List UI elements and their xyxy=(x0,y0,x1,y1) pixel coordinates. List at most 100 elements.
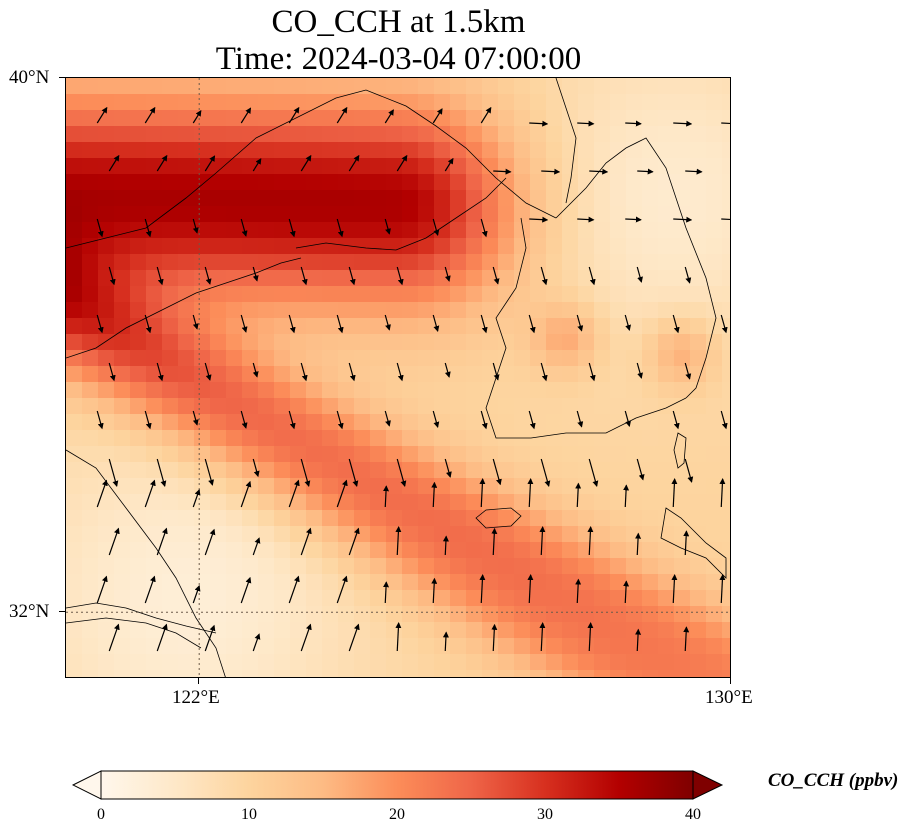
field-cell xyxy=(402,430,419,447)
field-cell xyxy=(386,574,403,591)
field-cell xyxy=(258,558,275,575)
field-cell xyxy=(370,670,387,677)
field-cell xyxy=(66,366,83,383)
field-cell xyxy=(594,446,611,463)
field-cell xyxy=(466,126,483,143)
field-cell xyxy=(370,494,387,511)
field-cell xyxy=(610,670,627,677)
field-cell xyxy=(706,238,723,255)
field-cell xyxy=(66,430,83,447)
field-cell xyxy=(514,190,531,207)
field-cell xyxy=(322,510,339,527)
field-cell xyxy=(274,222,291,239)
field-cell xyxy=(386,526,403,543)
field-cell xyxy=(386,542,403,559)
field-cell xyxy=(274,142,291,159)
field-cell xyxy=(178,318,195,335)
field-cell xyxy=(98,478,115,495)
field-cell xyxy=(226,174,243,191)
field-cell xyxy=(706,94,723,111)
wind-arrow xyxy=(636,458,645,481)
field-cell xyxy=(194,222,211,239)
field-cell xyxy=(466,78,483,95)
field-cell xyxy=(114,606,131,623)
field-cell xyxy=(274,190,291,207)
field-cell xyxy=(594,382,611,399)
field-cell xyxy=(578,382,595,399)
wind-arrow xyxy=(252,362,259,378)
field-cell xyxy=(306,110,323,127)
field-cell xyxy=(722,526,730,543)
field-cell xyxy=(722,350,730,367)
field-cell xyxy=(178,654,195,671)
wind-arrow xyxy=(204,362,212,381)
field-cell xyxy=(434,94,451,111)
field-cell xyxy=(642,526,659,543)
lat-tick-label-32: 32°N xyxy=(9,601,50,622)
field-cell xyxy=(658,622,675,639)
field-cell xyxy=(306,494,323,511)
field-cell xyxy=(562,462,579,479)
colorbar-tick-label: 10 xyxy=(241,806,257,823)
field-cell xyxy=(514,206,531,223)
field-cell xyxy=(578,622,595,639)
field-cell xyxy=(642,510,659,527)
field-cell xyxy=(178,670,195,677)
field-cell xyxy=(514,446,531,463)
field-cell xyxy=(290,94,307,111)
field-cell xyxy=(66,558,83,575)
field-cell xyxy=(418,254,435,271)
field-cell xyxy=(258,174,275,191)
field-cell xyxy=(450,302,467,319)
field-cell xyxy=(354,126,371,143)
field-cell xyxy=(722,190,730,207)
field-cell xyxy=(642,142,659,159)
field-cell xyxy=(514,654,531,671)
field-cell xyxy=(578,350,595,367)
field-cell xyxy=(114,270,131,287)
field-cell xyxy=(498,606,515,623)
field-cell xyxy=(594,286,611,303)
field-cell xyxy=(610,94,627,111)
field-cell xyxy=(434,430,451,447)
field-cell xyxy=(178,254,195,271)
field-cell xyxy=(722,638,730,655)
field-cell xyxy=(594,462,611,479)
field-cell xyxy=(306,126,323,143)
field-cell xyxy=(66,302,83,319)
field-cell xyxy=(354,366,371,383)
field-cell xyxy=(274,318,291,335)
field-cell xyxy=(386,670,403,677)
field-cell xyxy=(114,206,131,223)
field-cell xyxy=(306,190,323,207)
field-cell xyxy=(610,542,627,559)
field-cell xyxy=(242,190,259,207)
field-cell xyxy=(434,142,451,159)
field-cell xyxy=(498,526,515,543)
wind-arrow xyxy=(539,526,546,556)
field-cell xyxy=(306,254,323,271)
field-cell xyxy=(210,398,227,415)
field-cell xyxy=(178,494,195,511)
field-cell xyxy=(498,110,515,127)
field-cell xyxy=(402,542,419,559)
wind-arrow xyxy=(192,410,199,426)
field-cell xyxy=(450,446,467,463)
wind-arrow xyxy=(192,110,202,124)
field-cell xyxy=(546,190,563,207)
field-cell xyxy=(594,478,611,495)
field-cell xyxy=(162,510,179,527)
field-cell xyxy=(82,510,99,527)
field-cell xyxy=(226,190,243,207)
wind-arrow xyxy=(589,168,609,175)
field-cell xyxy=(418,286,435,303)
field-cell xyxy=(178,542,195,559)
field-cell xyxy=(226,110,243,127)
field-cell xyxy=(482,606,499,623)
field-cell xyxy=(418,206,435,223)
wind-arrow xyxy=(144,479,156,508)
field-cell xyxy=(674,670,691,677)
field-cell xyxy=(130,590,147,607)
field-cell xyxy=(146,190,163,207)
field-cell xyxy=(562,638,579,655)
